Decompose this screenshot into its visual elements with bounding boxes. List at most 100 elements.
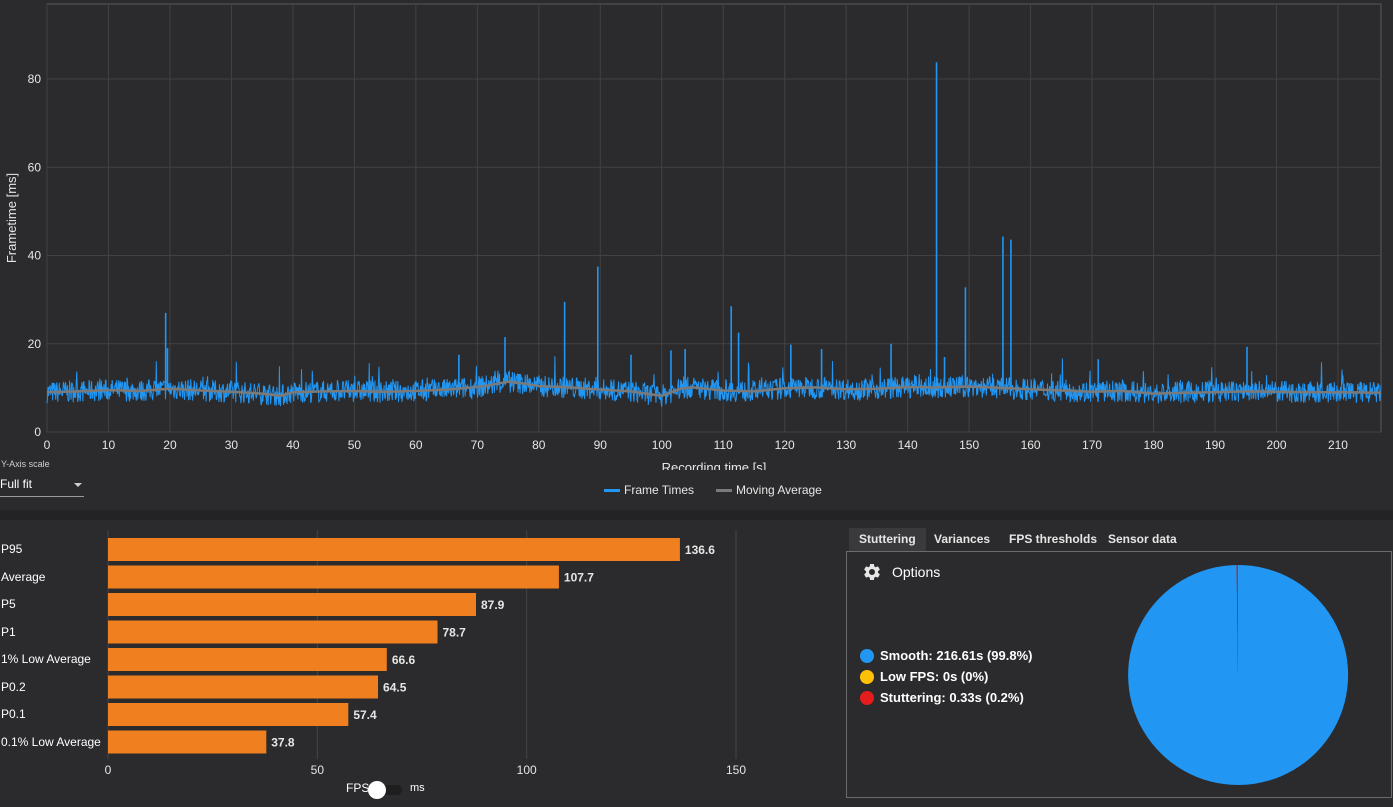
stat-stuttering-value: 0.33s (0.2%) [949,690,1024,705]
bar-category-label: P0.2 [1,679,26,694]
bar-category-label: 0.1% Low Average [1,734,101,749]
y-tick-label: 80 [28,72,42,86]
y-tick-label: 40 [28,249,42,263]
low-fps-dot [860,669,874,684]
bar-category-label: P95 [1,542,23,556]
y-tick-label: 20 [28,337,42,351]
frametime-chart: 0 10 20 30 40 50 60 70 80 90 100 110 120 130 140 150 160… [4,3,1382,470]
x-tick-label: 10 [102,438,116,452]
bar-tick-label: 150 [726,763,746,777]
x-tick-label: 120 [775,438,795,452]
x-tick-label: 140 [898,438,918,452]
x-tick-label: 180 [1144,438,1164,452]
bar-value-label: 64.5 [383,681,407,695]
bar [108,730,267,754]
bar-tick-label: 0 [105,763,112,777]
stat-smooth-name: Smooth: [880,648,933,663]
y-axis-title: Frametime [ms] [4,173,19,263]
bar-category-label: 1% Low Average [1,652,91,666]
stuttering-dot [860,690,874,705]
stat-low-fps: Low FPS: 0s (0%) [860,669,988,684]
legend-moving-average-label: Moving Average [736,483,822,497]
x-tick-label: 210 [1328,438,1348,452]
moving-average-line [46,380,1382,398]
tab-variances[interactable]: Variances [934,532,991,546]
smooth-dot [860,648,874,663]
x-tick-label: 70 [471,438,485,452]
y-axis-scale-dropdown[interactable]: Full fit [0,476,84,497]
stat-smooth-value: 216.61s (99.8%) [936,648,1033,663]
bar [108,703,349,726]
x-tick-label: 110 [714,438,733,452]
bar-category-label: P1 [1,624,16,639]
fps-metrics-bar-chart: 0 50 100 150 136.6 107.7 87.9 78.7 66.6 64.5 57.4 3… [105,530,746,777]
toggle-track [372,785,402,795]
x-tick-label: 50 [348,438,362,452]
frame-times-series [46,62,1382,407]
options-label: Options [892,564,941,580]
x-tick-label: 90 [594,438,608,452]
legend-moving-average: Moving Average [716,483,822,497]
bar-category-label: P5 [1,597,16,611]
bar-tick-label: 100 [517,763,537,777]
pie-slice-smooth [1128,564,1349,785]
x-tick-label: 100 [652,438,672,452]
x-tick-label: 200 [1266,438,1286,452]
toggle-fps-label: FPS [346,781,370,795]
y-axis-scale-value: Full fit [0,477,33,491]
stuttering-pie-chart [1128,564,1349,785]
tab-stuttering[interactable]: Stuttering [849,528,926,551]
legend-frame-times-label: Frame Times [624,483,695,497]
bar-category-label: Average [1,569,46,584]
stat-stuttering: Stuttering: 0.33s (0.2%) [860,690,1024,705]
stat-low-fps-name: Low FPS: [880,669,940,684]
bar-category-label: P0.1 [1,707,26,721]
x-tick-label: 30 [225,438,239,452]
x-tick-label: 60 [409,438,423,452]
bar [108,648,387,671]
toggle-ms-label: ms [410,782,425,794]
legend-swatch-blue [604,488,620,492]
bar [108,538,680,561]
fps-ms-toggle[interactable] [368,781,402,799]
bar-value-label: 107.7 [564,571,594,585]
section-divider [0,510,1393,520]
y-axis-scale-caption: Y-Axis scale [1,459,50,469]
legend-swatch-gray [716,488,732,492]
stat-smooth: Smooth: 216.61s (99.8%) [860,648,1032,663]
bar-value-label: 136.6 [685,543,715,557]
x-tick-label: 130 [836,438,856,452]
x-tick-label: 150 [959,438,979,452]
tab-fps-thresholds[interactable]: FPS thresholds [1009,532,1098,546]
bar [108,565,559,589]
x-tick-label: 160 [1021,438,1041,452]
x-tick-label: 40 [286,438,300,452]
pie-slice-stuttering [1236,565,1238,675]
x-tick-label: 80 [532,438,546,452]
bar [108,620,438,644]
tab-sensor-data[interactable]: Sensor data [1108,532,1177,546]
bar-tick-label: 50 [311,763,325,777]
x-tick-label: 190 [1205,438,1225,452]
stat-stuttering-name: Stuttering: [880,690,946,705]
x-axis-title: Recording time [s] [662,460,767,470]
chart-tick-labels: 0 10 20 30 40 50 60 70 80 90 100 110 120 130 140 150 160… [28,72,1349,452]
bar-value-label: 37.8 [271,736,295,750]
stat-low-fps-value: 0s (0%) [942,669,989,684]
options-button[interactable]: Options [862,562,940,582]
gear-icon [864,564,880,580]
x-tick-label: 20 [163,438,177,452]
chart-gridlines [46,3,1382,433]
frame-times-line [46,356,1382,407]
bar-value-label: 57.4 [353,708,377,722]
chevron-down-icon [74,483,82,487]
moving-average-series [46,380,1382,398]
bar [108,675,378,699]
x-tick-label: 0 [44,438,51,452]
x-tick-label: 170 [1082,438,1102,452]
bar-value-label: 87.9 [481,598,505,612]
legend-frame-times: Frame Times [604,483,694,497]
plot-area-border [46,3,1382,433]
bar-value-label: 78.7 [442,626,466,640]
y-tick-label: 60 [28,160,42,174]
